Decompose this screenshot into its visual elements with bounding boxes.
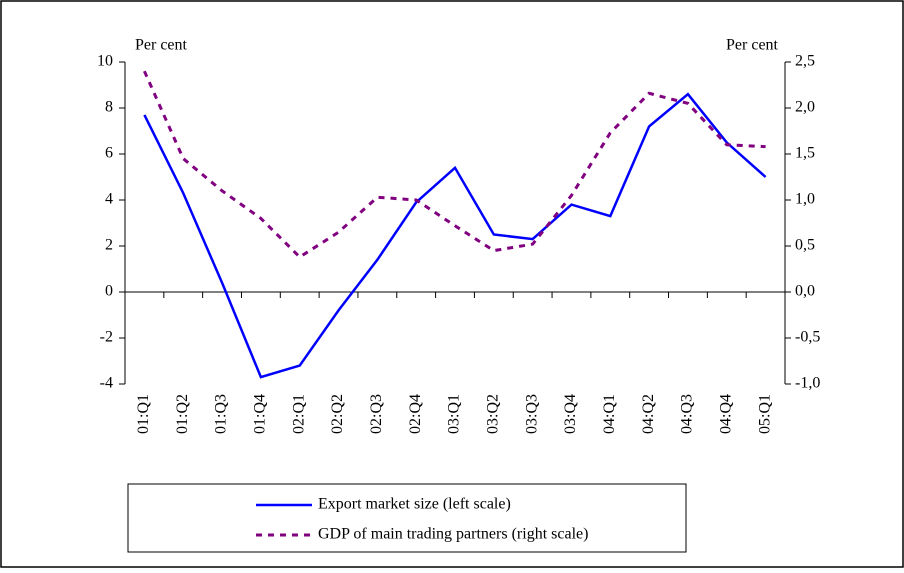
y2-tick-label: 1,0 [795, 191, 815, 208]
x-tick-label: 02:Q3 [368, 394, 385, 434]
x-tick-label: 01:Q1 [135, 394, 152, 434]
x-tick-label: 03:Q4 [562, 394, 579, 434]
y-tick-label: 2 [105, 237, 113, 254]
y2-tick-label: 2,0 [795, 99, 815, 116]
x-tick-label: 03:Q1 [446, 394, 463, 434]
x-tick-label: 03:Q2 [484, 394, 501, 434]
y2-tick-label: -1,0 [795, 375, 820, 392]
y-tick-label: 8 [105, 99, 113, 116]
y-tick-label: 0 [105, 283, 113, 300]
y2-tick-label: 2,5 [795, 53, 815, 70]
x-tick-label: 01:Q2 [174, 394, 191, 434]
y-axis-label: Per cent [135, 37, 188, 54]
x-tick-label: 04:Q1 [601, 394, 618, 434]
y-tick-label: 10 [97, 53, 113, 70]
line-series [143, 70, 766, 259]
x-tick-label: 04:Q3 [679, 394, 696, 434]
y-tick-label: -2 [100, 329, 113, 346]
y2-tick-label: 0,5 [795, 237, 815, 254]
legend-box [127, 483, 687, 553]
legend-label: Export market size (left scale) [318, 496, 511, 513]
y2-tick-label: -0,5 [795, 329, 820, 346]
y2-axis-label: Per cent [726, 37, 779, 54]
x-tick-label: 02:Q1 [290, 394, 307, 434]
x-tick-label: 03:Q3 [523, 394, 540, 434]
y2-tick-label: 1,5 [795, 145, 815, 162]
x-tick-label: 02:Q2 [329, 394, 346, 434]
x-tick-label: 04:Q2 [640, 394, 657, 434]
x-tick-label: 05:Q1 [756, 394, 773, 434]
y-tick-label: 6 [105, 145, 113, 162]
x-tick-label: 01:Q3 [213, 394, 230, 434]
legend-label: GDP of main trading partners (right scal… [318, 526, 588, 543]
y-tick-label: -4 [100, 375, 113, 392]
x-tick-label: 04:Q4 [717, 394, 734, 434]
line-series [143, 92, 767, 379]
x-tick-label: 01:Q4 [252, 394, 269, 434]
y-tick-label: 4 [105, 191, 113, 208]
x-tick-label: 02:Q4 [407, 394, 424, 434]
y2-tick-label: 0,0 [795, 283, 815, 300]
